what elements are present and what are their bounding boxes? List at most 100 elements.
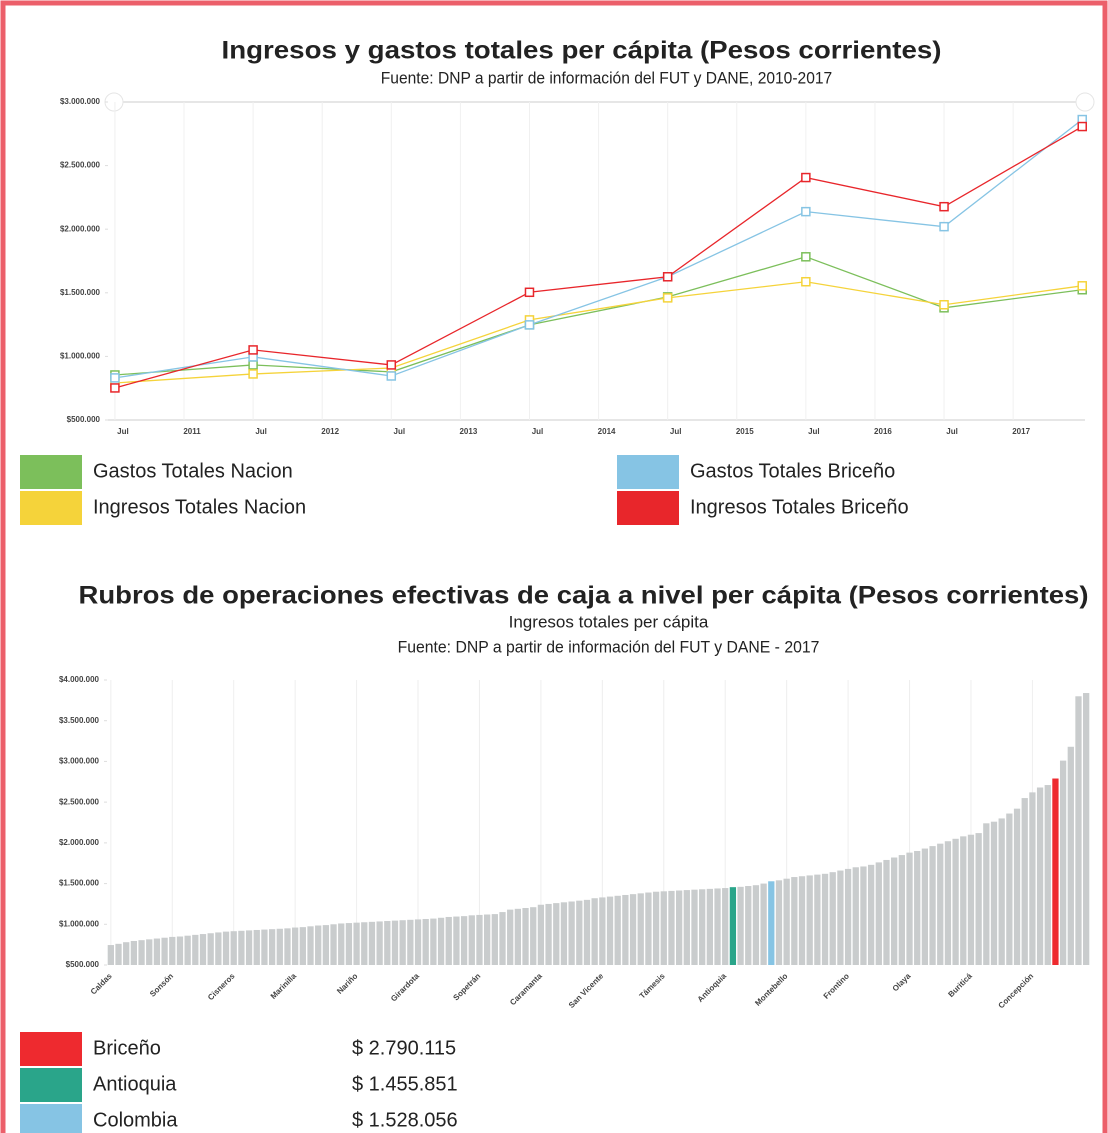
point-marker [662, 293, 673, 303]
legend-label: Ingresos Totales Nacion [93, 496, 306, 518]
point-marker [524, 320, 535, 330]
bar [898, 855, 905, 965]
bar [299, 927, 306, 965]
bar [437, 917, 445, 965]
legend-swatch [20, 1032, 82, 1066]
bar [1021, 798, 1028, 965]
legend-swatch [617, 491, 679, 525]
bar [414, 919, 422, 965]
x-tick-label: Concepción [997, 971, 1036, 1010]
bar [875, 862, 882, 965]
point-marker [248, 345, 258, 355]
bar [499, 912, 506, 965]
legend-value: $ 1.528.056 [352, 1109, 458, 1131]
legend-swatch [20, 1104, 82, 1133]
bar [261, 929, 268, 965]
bar [729, 887, 737, 965]
x-tick-label: Frontino [822, 971, 851, 1000]
bar [330, 924, 337, 965]
y-tick-label: $2.500.000 [60, 161, 101, 170]
bar [906, 852, 913, 965]
legend-label: Briceño [93, 1037, 161, 1059]
point-marker [248, 360, 258, 370]
bar [345, 923, 353, 965]
bar [245, 930, 253, 965]
bar [253, 929, 260, 965]
y-tick-label: $2.500.000 [59, 797, 100, 806]
bar [852, 867, 859, 965]
bar [215, 932, 222, 965]
bar [130, 940, 138, 965]
bar [1044, 785, 1051, 965]
bar [399, 920, 406, 965]
bar [637, 893, 644, 965]
series-line [114, 125, 1083, 389]
bar [791, 877, 798, 965]
chart-source: Fuente: DNP a partir de información del … [398, 637, 820, 656]
bar [468, 915, 475, 965]
bar [292, 927, 299, 965]
bar [629, 894, 637, 965]
bar [107, 945, 114, 965]
x-tick-label: 2011 [183, 427, 201, 436]
bar [606, 896, 614, 965]
bar [752, 885, 760, 965]
x-tick-label: Sonsón [148, 971, 175, 998]
bar [146, 939, 153, 965]
bar [952, 838, 959, 965]
point-marker [801, 172, 811, 183]
legend-label: Antioquia [93, 1073, 177, 1095]
legend-value: $ 1.455.851 [352, 1073, 458, 1095]
bar [760, 883, 767, 965]
bar [530, 907, 537, 965]
bar [115, 943, 122, 965]
bar [914, 851, 921, 965]
bar [583, 899, 591, 965]
bar [722, 888, 729, 965]
chart-title: Rubros de operaciones efectivas de caja … [79, 582, 1089, 610]
bar [675, 890, 683, 965]
point-marker [939, 300, 949, 310]
bar [1067, 746, 1074, 965]
bar [745, 886, 752, 965]
bar [929, 846, 936, 965]
bar [537, 904, 545, 965]
x-tick-label: Jul [394, 427, 406, 436]
legend-value: $ 2.790.115 [352, 1037, 456, 1059]
bar [568, 901, 575, 965]
bar [998, 818, 1005, 965]
x-tick-label: 2015 [736, 427, 754, 436]
x-tick-label: 2014 [598, 427, 616, 436]
x-tick-label: Jul [255, 427, 267, 436]
bar [238, 930, 245, 965]
bar [967, 834, 975, 965]
bar [545, 903, 552, 965]
x-tick-label: Sopetrán [451, 971, 482, 1002]
bar [1036, 787, 1044, 965]
bar [207, 933, 214, 965]
point-marker [110, 383, 120, 393]
bar [1006, 813, 1013, 965]
x-tick-label: Cisneros [206, 971, 237, 1002]
x-tick-label: Jul [117, 427, 129, 436]
y-tick-label: $4.000.000 [59, 675, 100, 684]
bar [268, 929, 276, 965]
bar [660, 891, 667, 965]
y-tick-label: $500.000 [66, 960, 100, 969]
bar [353, 922, 360, 965]
bar [591, 898, 598, 965]
bar [1052, 778, 1059, 965]
legend-swatch [20, 491, 82, 525]
bar [829, 872, 836, 965]
bar [821, 873, 829, 965]
y-tick-label: $500.000 [67, 415, 101, 424]
x-tick-label: Jul [808, 427, 820, 436]
point-marker [1077, 281, 1087, 291]
bar [230, 931, 237, 965]
bar [775, 880, 783, 965]
bar [867, 864, 875, 965]
bar [361, 922, 368, 965]
legend-label: Ingresos Totales Briceño [690, 496, 909, 518]
bar [192, 934, 199, 965]
